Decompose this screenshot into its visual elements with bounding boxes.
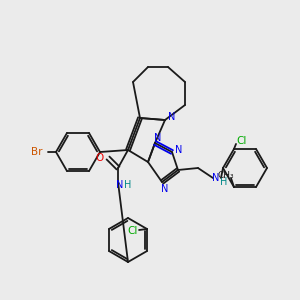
Text: N: N [161, 184, 169, 194]
Text: O: O [96, 153, 104, 163]
Text: N: N [175, 145, 183, 155]
Text: Cl: Cl [128, 226, 138, 236]
Text: N: N [154, 133, 162, 143]
Text: CH₃: CH₃ [218, 171, 234, 180]
Text: N: N [212, 173, 220, 183]
Text: Br: Br [31, 147, 42, 157]
Text: H: H [220, 177, 228, 187]
Text: N: N [116, 180, 124, 190]
Text: H: H [124, 180, 132, 190]
Text: N: N [168, 112, 176, 122]
Text: Cl: Cl [237, 136, 247, 146]
